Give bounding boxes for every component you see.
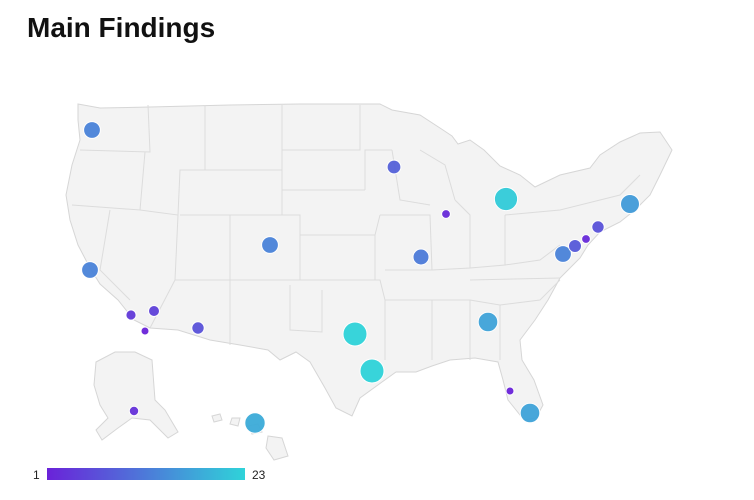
map-marker-houston-tx[interactable] — [359, 358, 385, 384]
map-marker-st-louis-mo[interactable] — [412, 248, 430, 266]
map-marker-minneapolis-mn[interactable] — [386, 159, 402, 175]
legend-gradient-bar — [47, 468, 245, 480]
map-marker-washington-dc[interactable] — [554, 245, 572, 263]
map-marker-los-angeles-ca[interactable] — [125, 309, 137, 321]
map-marker-boston-ma[interactable] — [620, 194, 640, 214]
map-marker-denver-co[interactable] — [261, 236, 279, 254]
alaska-shape — [93, 351, 179, 441]
map-marker-san-francisco-ca[interactable] — [81, 261, 99, 279]
map-marker-baltimore-md[interactable] — [568, 239, 582, 253]
legend-min-label: 1 — [33, 468, 40, 482]
map-marker-philadelphia-pa[interactable] — [581, 234, 591, 244]
map-marker-dallas-tx[interactable] — [342, 321, 368, 347]
map-marker-seattle-wa[interactable] — [83, 121, 101, 139]
map-marker-tampa-fl[interactable] — [505, 386, 515, 396]
map-marker-atlanta-ga[interactable] — [477, 311, 499, 333]
map-marker-miami-fl[interactable] — [519, 402, 541, 424]
legend-max-label: 23 — [252, 468, 266, 482]
map-marker-new-york-ny[interactable] — [591, 220, 605, 234]
state-borders — [71, 104, 641, 360]
page-title: Main Findings — [27, 12, 216, 43]
map-marker-anchorage-ak[interactable] — [128, 405, 140, 417]
map-marker-phoenix-az[interactable] — [191, 321, 205, 335]
map-marker-san-diego-ca[interactable] — [140, 326, 150, 336]
contiguous-us-shape — [65, 103, 673, 421]
hawaii-shape — [211, 413, 289, 461]
map-marker-chicago-il[interactable] — [441, 209, 451, 219]
map-marker-detroit-mi[interactable] — [493, 186, 519, 212]
map-marker-honolulu-hi[interactable] — [244, 412, 266, 434]
map-marker-las-vegas-nv[interactable] — [148, 305, 160, 317]
markers-layer — [81, 121, 640, 434]
